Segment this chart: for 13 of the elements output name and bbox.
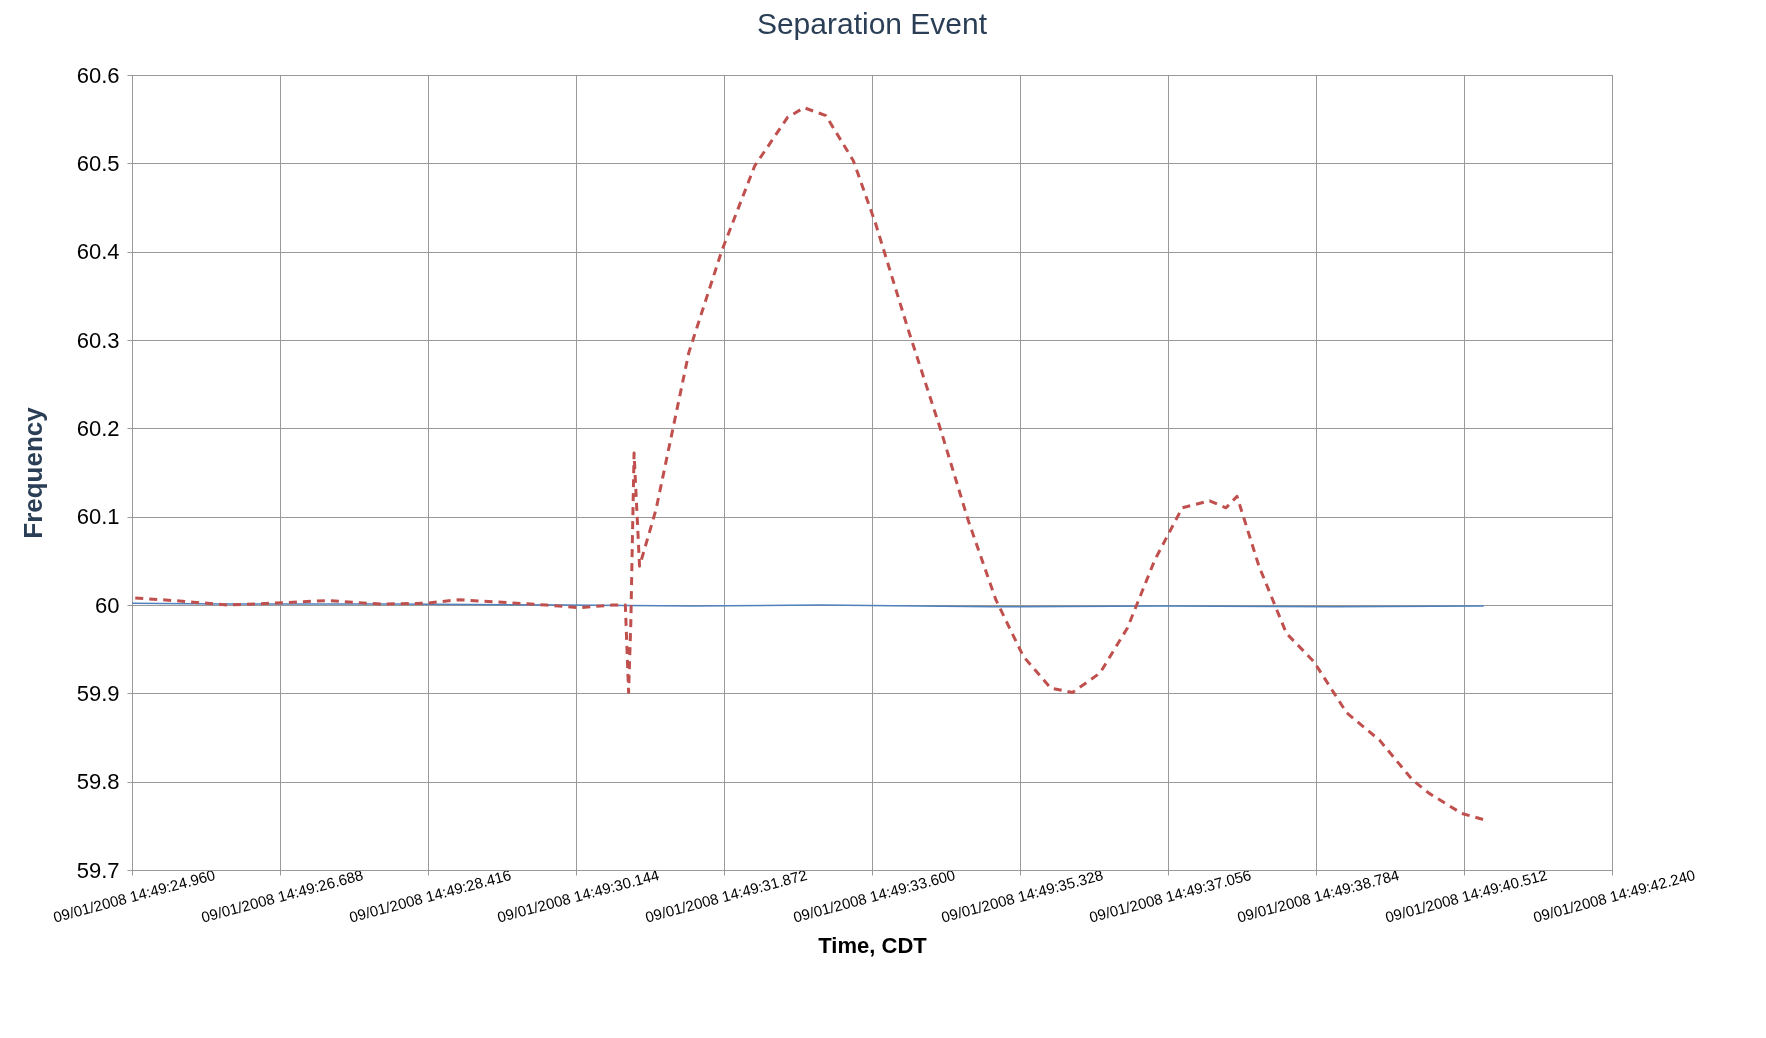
y-tick-label: 60.4 [76, 239, 120, 265]
y-tick-label: 60.5 [76, 150, 120, 176]
y-axis-title: Frequency [17, 406, 48, 539]
y-tick-label: 60 [95, 592, 120, 618]
y-tick-label: 60.1 [76, 504, 120, 530]
x-axis-title: Time, CDT [818, 932, 928, 958]
chart-title: Separation Event [756, 7, 988, 40]
y-tick-label: 60.6 [76, 62, 120, 88]
y-tick-label: 60.2 [76, 415, 120, 441]
y-tick-label: 60.3 [76, 327, 120, 353]
y-tick-label: 59.7 [76, 857, 120, 883]
y-tick-label: 59.9 [76, 680, 120, 706]
y-tick-label: 59.8 [76, 769, 120, 795]
